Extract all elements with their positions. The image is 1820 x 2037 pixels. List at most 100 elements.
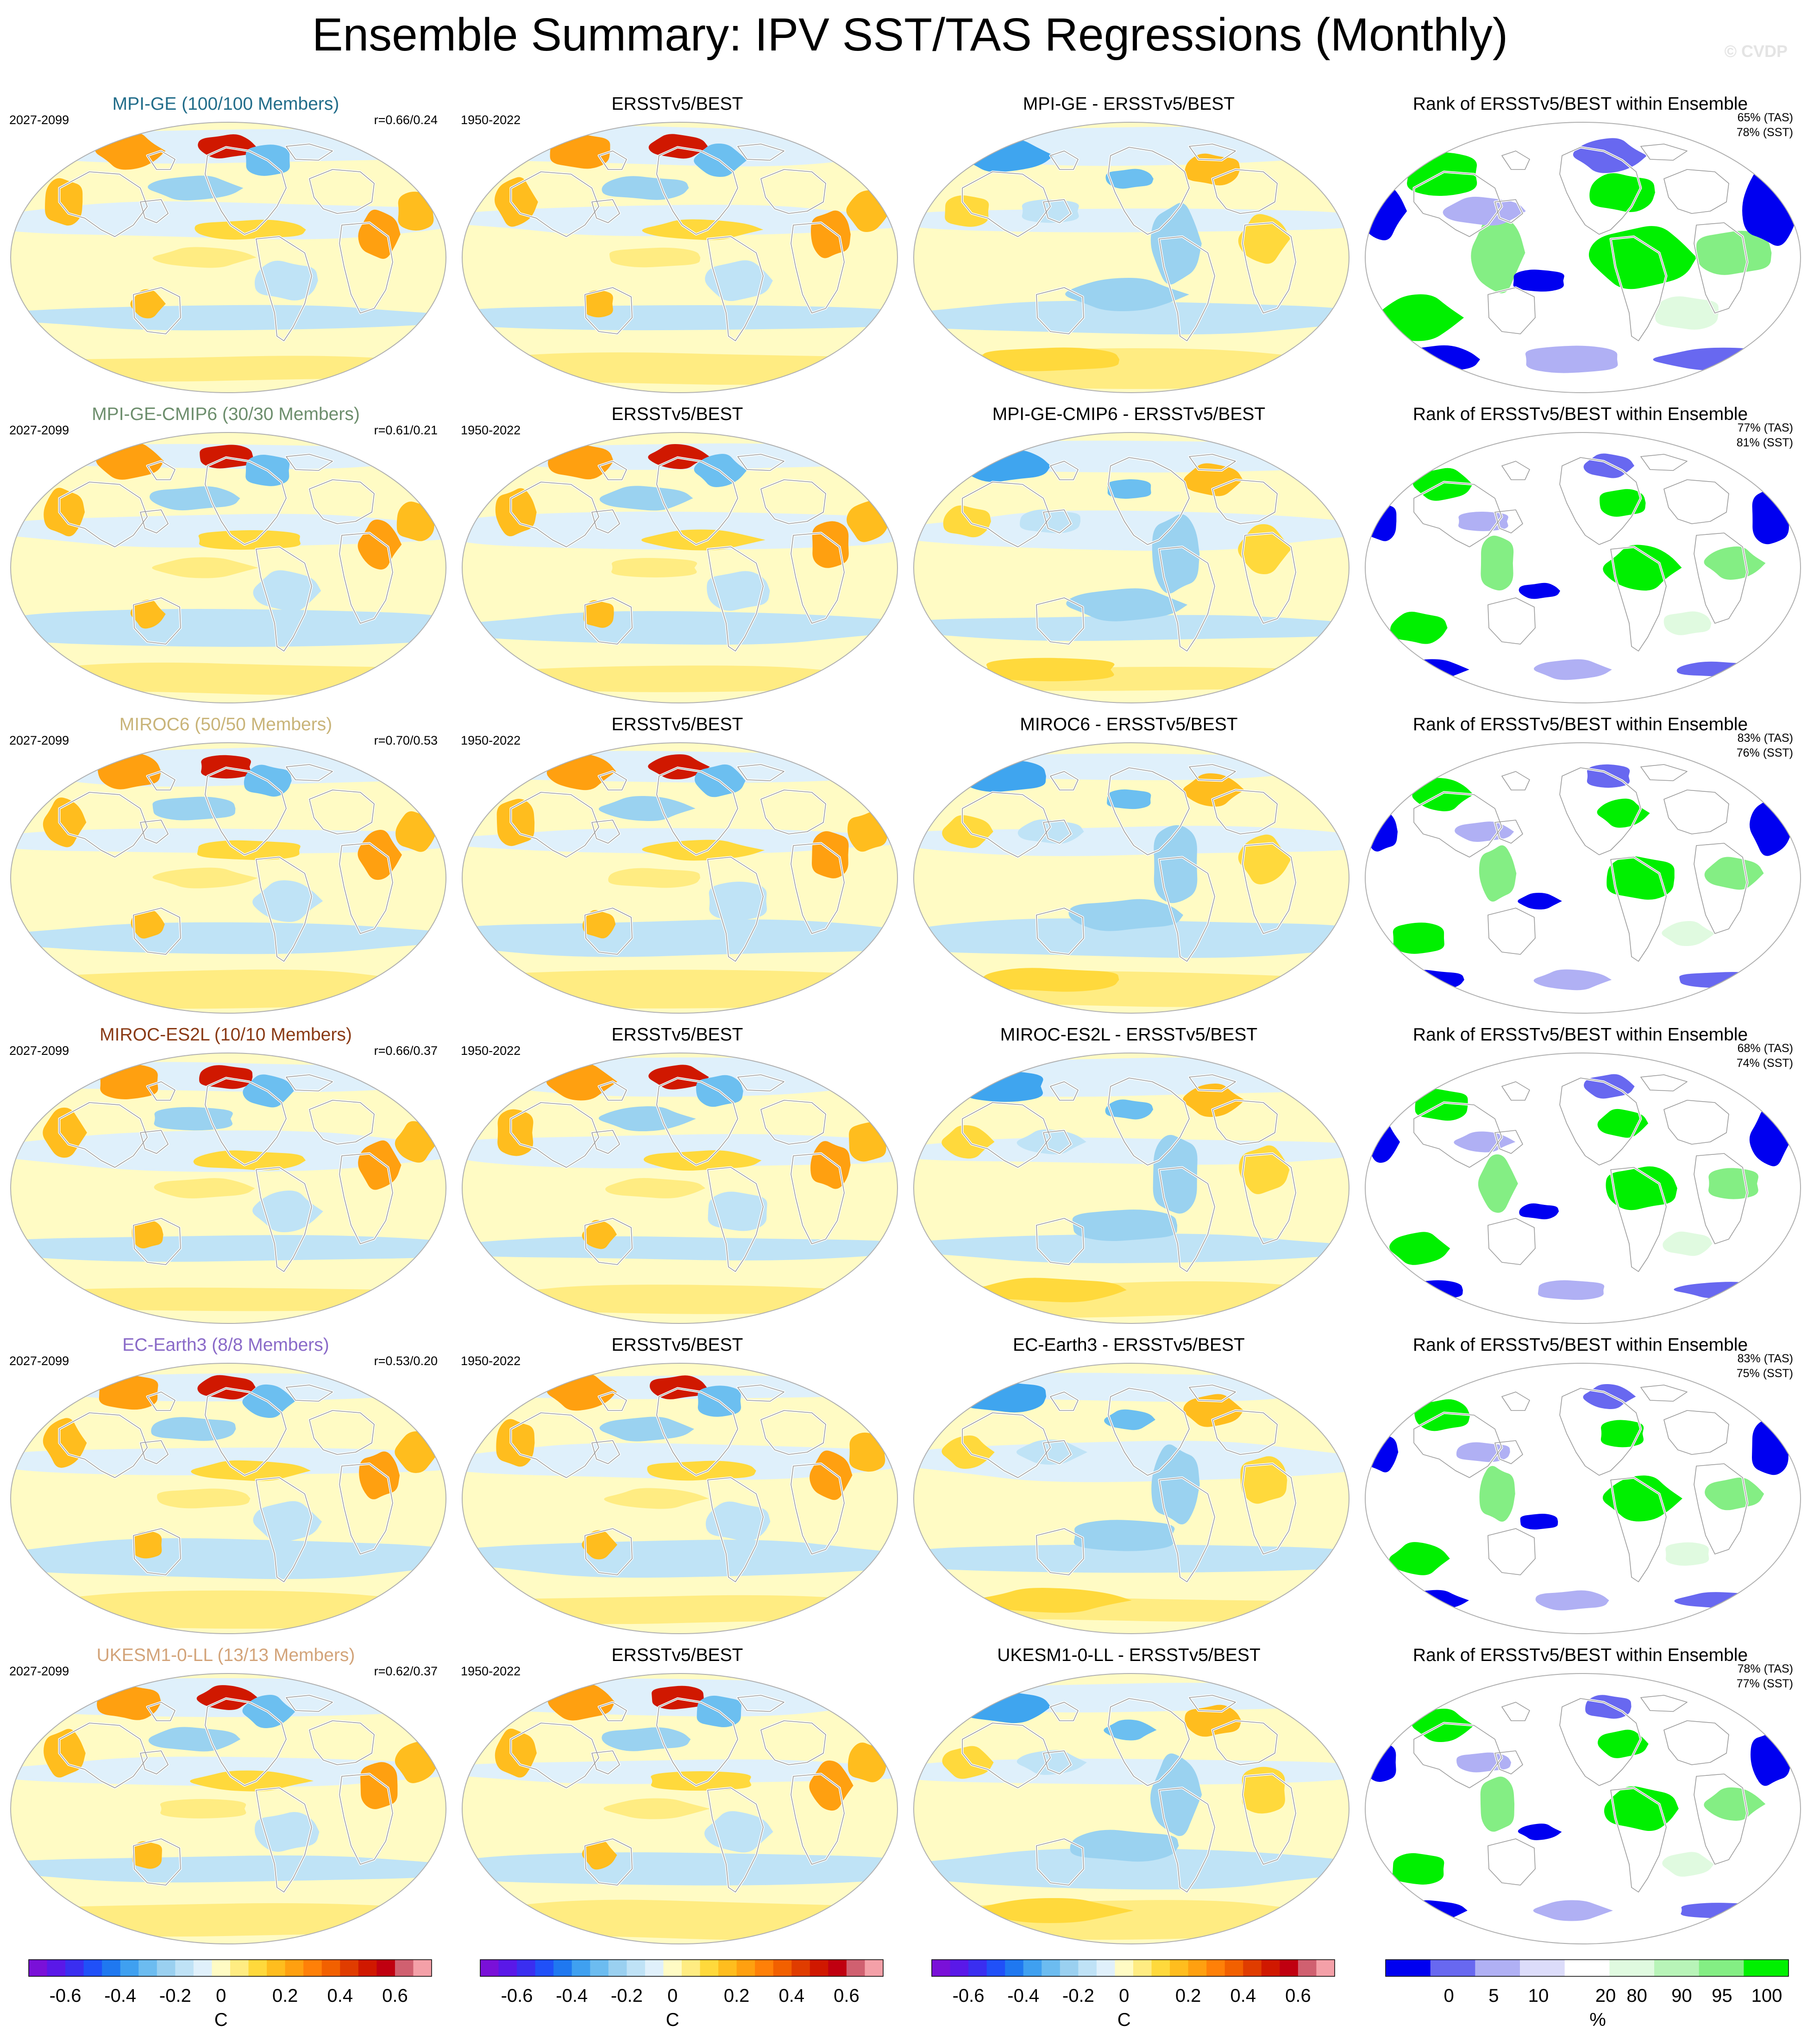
period-label: 2027-2099	[9, 423, 69, 437]
colorbar-swatch	[175, 1960, 194, 1976]
colorbar-tick-label: 0.4	[1230, 1986, 1256, 2006]
colorbar-swatch	[968, 1960, 987, 1976]
rank-percent-label: 65% (TAS) 78% (SST)	[1737, 110, 1793, 140]
colorbar-swatch	[83, 1960, 102, 1976]
regression-map	[913, 1363, 1349, 1634]
obs-panel: ERSSTv5/BEST 1950-2022	[452, 93, 903, 398]
regression-map	[913, 122, 1349, 393]
panel-title: ERSSTv5/BEST	[611, 1335, 743, 1355]
colorbar-tick-label: 0	[667, 1986, 678, 2006]
period-label: 2027-2099	[9, 1354, 69, 1368]
rank-tas: 65% (TAS)	[1737, 111, 1793, 124]
correlation-label: r=0.70/0.53	[374, 733, 438, 747]
regression-map	[10, 122, 446, 393]
colorbar-tick-label: 80	[1626, 1986, 1647, 2006]
correlation-label: r=0.53/0.20	[374, 1354, 438, 1368]
colorbar-tick-label: -0.4	[104, 1986, 137, 2006]
diff-panel: UKESM1-0-LL - ERSSTv5/BEST	[903, 1644, 1355, 1949]
period-label: 2027-2099	[9, 1664, 69, 1678]
colorbar-unit: C	[214, 2010, 228, 2030]
colorbar-tick-label: -0.4	[1007, 1986, 1040, 2006]
period-label: 1950-2022	[461, 733, 521, 747]
colorbar-swatch	[736, 1960, 755, 1976]
colorbar-tick-label: 0.6	[1285, 1986, 1311, 2006]
rank-tas: 83% (TAS)	[1737, 732, 1793, 745]
panel-title: Rank of ERSSTv5/BEST within Ensemble	[1412, 94, 1748, 114]
rank-tas: 78% (TAS)	[1737, 1662, 1793, 1675]
colorbar-swatch	[932, 1960, 951, 1976]
panel-title: MIROC6 (50/50 Members)	[119, 715, 333, 734]
colorbar-swatch	[1744, 1960, 1789, 1976]
model-panel: MIROC-ES2L (10/10 Members) 2027-2099 r=0.6…	[0, 1023, 452, 1329]
colorbar-swatch	[102, 1960, 121, 1976]
correlation-label: r=0.66/0.37	[374, 1044, 438, 1058]
obs-panel: ERSSTv5/BEST 1950-2022	[452, 713, 903, 1019]
colorbar-tick-label: 90	[1671, 1986, 1692, 2006]
colorbar-swatch	[517, 1960, 536, 1976]
colorbar-swatch	[248, 1960, 267, 1976]
regression-map	[10, 742, 446, 1014]
panel-title: ERSSTv5/BEST	[611, 1645, 743, 1665]
colorbar-swatch	[1386, 1960, 1431, 1976]
colorbar-swatch	[663, 1960, 682, 1976]
model-panel: MPI-GE (100/100 Members) 2027-2099 r=0.66/…	[0, 93, 452, 398]
colorbar-swatch	[413, 1960, 432, 1976]
regression-map	[10, 1053, 446, 1324]
model-panel: MPI-GE-CMIP6 (30/30 Members) 2027-2099 r=0…	[0, 403, 452, 708]
regression-map	[913, 432, 1349, 703]
colorbar-tick-label: 0	[1443, 1986, 1454, 2006]
rank-percent-label: 83% (TAS) 75% (SST)	[1737, 1351, 1793, 1381]
period-label: 2027-2099	[9, 1044, 69, 1058]
period-label: 1950-2022	[461, 1044, 521, 1058]
colorbar-swatch	[1096, 1960, 1115, 1976]
colorbar-swatch	[29, 1960, 48, 1976]
cvdp-watermark: © CVDP	[1724, 42, 1788, 61]
rank-panel: Rank of ERSSTv5/BEST within Ensemble 83% …	[1355, 1334, 1806, 1639]
panel-title: UKESM1-0-LL (13/13 Members)	[96, 1645, 355, 1665]
panel-title: Rank of ERSSTv5/BEST within Ensemble	[1412, 1025, 1748, 1045]
colorbar-swatch	[212, 1960, 231, 1976]
colorbar-tick-label: -0.4	[556, 1986, 588, 2006]
colorbar-swatch	[846, 1960, 865, 1976]
regression-map	[913, 1673, 1349, 1944]
colorbar-swatch	[571, 1960, 590, 1976]
period-label: 1950-2022	[461, 113, 521, 127]
rank-panel: Rank of ERSSTv5/BEST within Ensemble 77% …	[1355, 403, 1806, 708]
colorbar-swatch	[120, 1960, 139, 1976]
panel-title: MPI-GE - ERSSTv5/BEST	[1023, 94, 1235, 114]
obs-panel: ERSSTv5/BEST 1950-2022	[452, 1023, 903, 1329]
panel-title: ERSSTv5/BEST	[611, 1025, 743, 1045]
colorbar-swatch	[535, 1960, 554, 1976]
colorbar-tick-label: 0.6	[382, 1986, 408, 2006]
colorbar-swatch	[986, 1960, 1005, 1976]
panel-title: EC-Earth3 (8/8 Members)	[122, 1335, 329, 1355]
correlation-label: r=0.61/0.21	[374, 423, 438, 437]
colorbar-swatch	[340, 1960, 359, 1976]
diff-panel: MPI-GE - ERSSTv5/BEST	[903, 93, 1355, 398]
colorbar-swatch	[377, 1960, 395, 1976]
colorbar-swatch	[1475, 1960, 1520, 1976]
colorbar-swatch	[1261, 1960, 1280, 1976]
colorbar-tick-label: 0.2	[272, 1986, 298, 2006]
regression-map	[462, 122, 898, 393]
colorbar-tick-label: -0.6	[952, 1986, 985, 2006]
temperature-colorbar: -0.6 -0.4 -0.2 0 0.2 0.4 0.6 C	[28, 1959, 447, 2033]
colorbar-tick-label: 0.4	[327, 1986, 353, 2006]
colorbar-swatch	[1188, 1960, 1207, 1976]
colorbar-swatch	[1243, 1960, 1262, 1976]
colorbar-swatch	[321, 1960, 340, 1976]
colorbar-swatch	[773, 1960, 792, 1976]
rank-tas: 83% (TAS)	[1737, 1352, 1793, 1365]
colorbar-swatch	[1298, 1960, 1317, 1976]
diff-panel: MIROC-ES2L - ERSSTv5/BEST	[903, 1023, 1355, 1329]
colorbar-swatch	[950, 1960, 969, 1976]
period-label: 1950-2022	[461, 423, 521, 437]
colorbar-swatch	[682, 1960, 701, 1976]
diff-panel: MPI-GE-CMIP6 - ERSSTv5/BEST	[903, 403, 1355, 708]
colorbar-tick-label: 0.2	[723, 1986, 750, 2006]
panel-title: MIROC6 - ERSSTv5/BEST	[1020, 715, 1238, 734]
panel-title: EC-Earth3 - ERSSTv5/BEST	[1013, 1335, 1245, 1355]
regression-map	[913, 742, 1349, 1014]
regression-map	[10, 1363, 446, 1634]
obs-panel: ERSSTv5/BEST 1950-2022	[452, 403, 903, 708]
